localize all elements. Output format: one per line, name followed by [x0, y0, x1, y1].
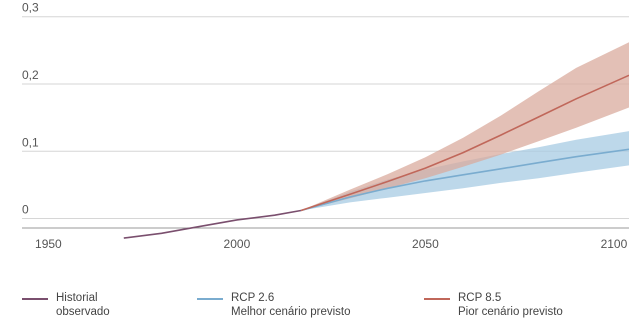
legend-swatch-historical	[22, 298, 48, 300]
series-lines	[123, 74, 629, 239]
legend-label-rcp85: RCP 8.5	[458, 292, 502, 304]
legend-swatch-rcp85	[424, 298, 450, 300]
uncertainty-bands	[301, 42, 629, 211]
band-rcp26	[301, 131, 629, 211]
x-tick-label: 2100	[601, 237, 628, 251]
line-rcp26	[300, 148, 629, 212]
y-tick-label: 0,2	[22, 68, 39, 82]
legend-label-rcp26: RCP 2.6	[231, 292, 275, 304]
y-tick-label: 0,1	[22, 135, 39, 149]
y-tick-label: 0	[22, 203, 29, 217]
line-rcp85	[300, 74, 629, 212]
y-axis-ticks: 0 0,1 0,2 0,3	[22, 1, 39, 217]
x-tick-label: 2050	[412, 237, 439, 251]
legend-swatch-rcp26	[197, 298, 223, 300]
legend-sublabel-rcp26: Melhor cenário previsto	[231, 306, 351, 318]
legend-sublabel-rcp85: Pior cenário previsto	[458, 306, 563, 318]
line-historical	[123, 209, 302, 239]
legend-label-historical: Historial	[56, 292, 98, 304]
x-tick-label: 1950	[35, 237, 62, 251]
y-tick-label: 0,3	[22, 1, 39, 15]
sea-level-chart: 0 0,1 0,2 0,3 1950 2000 2050 2100	[22, 1, 629, 251]
x-axis-ticks: 1950 2000 2050 2100	[35, 237, 628, 251]
band-rcp85	[301, 42, 629, 211]
x-tick-label: 2000	[224, 237, 251, 251]
legend-sublabel-historical: observado	[56, 306, 110, 318]
